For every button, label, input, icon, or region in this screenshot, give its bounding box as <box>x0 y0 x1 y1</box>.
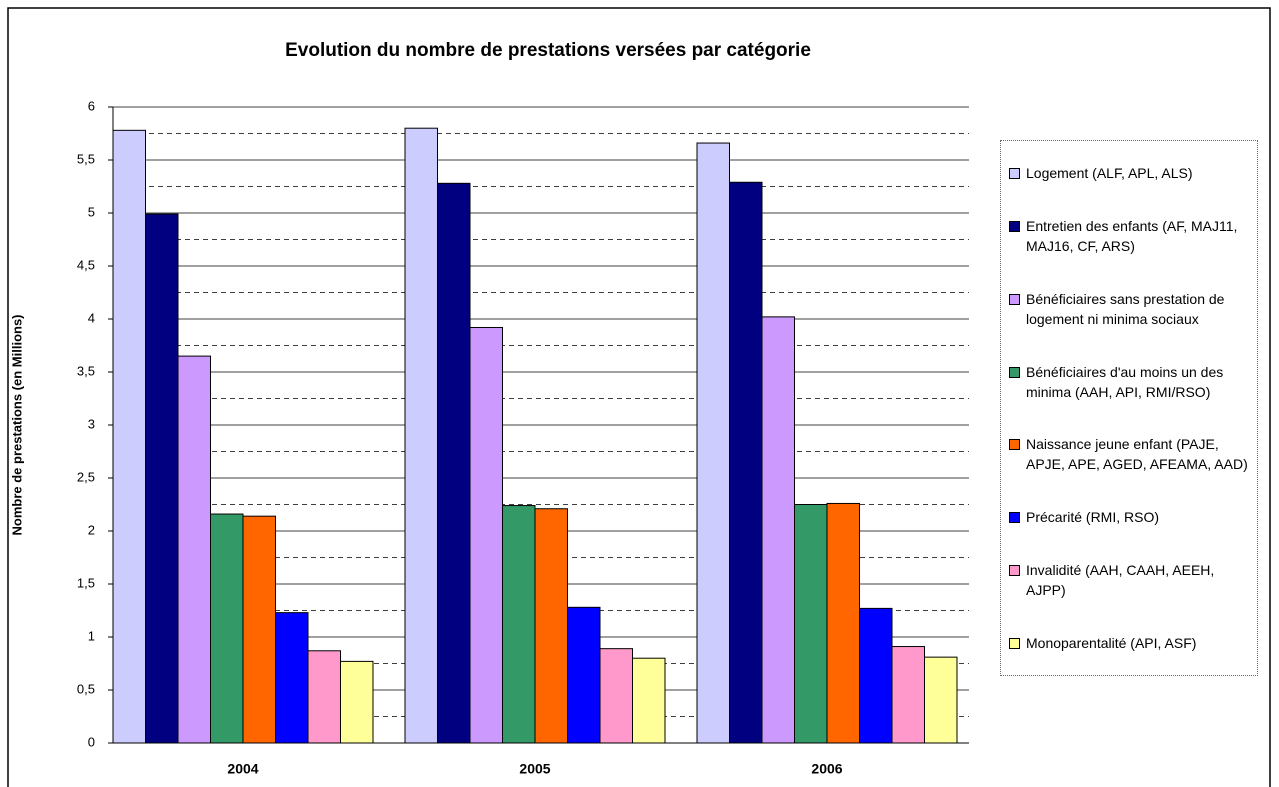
y-tick-label: 3,5 <box>77 363 95 378</box>
legend: Logement (ALF, APL, ALS) Entretien des en… <box>1000 140 1258 676</box>
bar <box>145 213 179 744</box>
legend-entry: Logement (ALF, APL, ALS) <box>1009 163 1251 183</box>
legend-label: Bénéficiaires d'au moins un des minima (… <box>1026 363 1224 400</box>
legend-entry: Entretien des enfants (AF, MAJ11, MAJ16,… <box>1009 216 1251 256</box>
bar <box>177 355 211 744</box>
legend-label: Invalidité (AAH, CAAH, AEEH, AJPP) <box>1026 561 1215 598</box>
bar <box>696 142 730 744</box>
y-tick-label: 2,5 <box>77 469 95 484</box>
legend-entry: Bénéficiaires sans prestation de logemen… <box>1009 289 1251 329</box>
legend-swatch <box>1009 221 1020 233</box>
legend-label: Précarité (RMI, RSO) <box>1026 509 1160 526</box>
y-tick-label: 2 <box>88 522 95 537</box>
y-tick-label: 0 <box>88 734 95 749</box>
bar <box>112 129 146 744</box>
bar <box>632 657 666 744</box>
y-axis-label: Nombre de prestations (en Millions) <box>9 314 24 535</box>
bar <box>242 515 276 744</box>
x-tick-label: 2006 <box>811 761 842 777</box>
y-tick-label: 3 <box>88 416 95 431</box>
bar <box>340 660 374 744</box>
bar <box>534 508 568 744</box>
x-tick-label: 2005 <box>519 761 550 777</box>
bar <box>437 182 471 744</box>
bar <box>210 513 244 744</box>
legend-label: Entretien des enfants (AF, MAJ11, MAJ16,… <box>1026 218 1238 255</box>
bar <box>729 181 763 744</box>
legend-entry: Invalidité (AAH, CAAH, AEEH, AJPP) <box>1009 560 1251 600</box>
y-tick-label: 6 <box>88 98 95 113</box>
bar <box>826 502 860 744</box>
bar <box>794 504 828 744</box>
bar <box>502 505 536 744</box>
legend-entry: Naissance jeune enfant (PAJE, APJE, APE,… <box>1009 434 1251 474</box>
bar <box>599 648 633 744</box>
legend-swatch <box>1009 439 1020 451</box>
bar <box>567 606 601 744</box>
bar <box>275 612 309 744</box>
chart-title: Evolution du nombre de prestations versé… <box>285 40 811 61</box>
y-tick-label: 1 <box>88 628 95 643</box>
legend-swatch <box>1009 637 1020 649</box>
y-tick-label: 0,5 <box>77 681 95 696</box>
legend-swatch <box>1009 293 1020 305</box>
legend-entry: Précarité (RMI, RSO) <box>1009 507 1251 527</box>
legend-swatch <box>1009 366 1020 378</box>
legend-swatch <box>1009 168 1020 180</box>
legend-label: Logement (ALF, APL, ALS) <box>1026 165 1193 182</box>
y-tick-label: 1,5 <box>77 575 95 590</box>
legend-label: Naissance jeune enfant (PAJE, APJE, APE,… <box>1026 436 1248 473</box>
x-tick-label: 2004 <box>227 761 258 777</box>
y-tick-label: 4 <box>88 310 95 325</box>
bar <box>924 656 958 744</box>
legend-swatch <box>1009 512 1020 524</box>
y-tick-label: 4,5 <box>77 257 95 272</box>
y-tick-label: 5,5 <box>77 151 95 166</box>
legend-swatch <box>1009 564 1020 576</box>
legend-label: Monoparentalité (API, ASF) <box>1026 634 1197 651</box>
legend-entry: Monoparentalité (API, ASF) <box>1009 633 1251 653</box>
legend-entry: Bénéficiaires d'au moins un des minima (… <box>1009 362 1251 402</box>
bar <box>404 127 438 744</box>
bar <box>761 316 795 744</box>
frame <box>7 7 1271 787</box>
y-tick-label: 5 <box>88 204 95 219</box>
legend-label: Bénéficiaires sans prestation de logemen… <box>1026 290 1225 327</box>
bar <box>469 326 503 744</box>
bar <box>859 607 893 744</box>
bar <box>307 650 341 744</box>
bar <box>891 646 925 744</box>
